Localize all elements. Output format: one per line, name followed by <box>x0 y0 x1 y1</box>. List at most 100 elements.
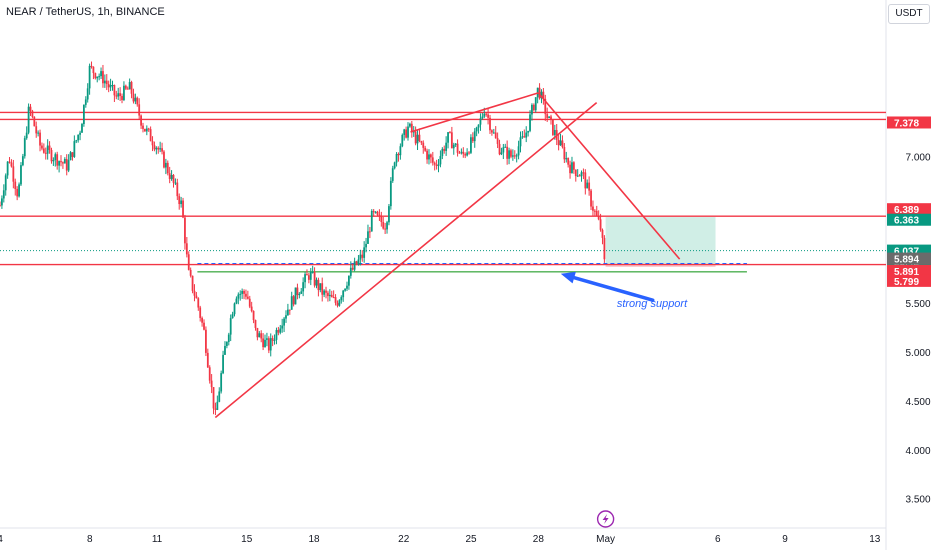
candle-body <box>172 174 175 183</box>
candle-body <box>191 275 194 291</box>
candle-body <box>199 307 202 318</box>
candle-body <box>205 329 207 353</box>
candle-body <box>281 325 284 329</box>
candle-body <box>4 175 7 191</box>
lightning-icon-glyph <box>602 514 609 524</box>
trendline-descending[interactable] <box>537 92 681 260</box>
candle-body <box>168 173 171 179</box>
candle-body <box>174 182 177 184</box>
candle-body <box>311 271 314 273</box>
candle-body <box>433 162 436 165</box>
candle-body <box>399 146 402 156</box>
candle-body <box>245 293 247 297</box>
x-tick-label: 22 <box>398 534 410 545</box>
candle-body <box>46 145 49 154</box>
candle-body <box>401 134 404 147</box>
trendline-ascending[interactable] <box>214 102 598 419</box>
trendline-top[interactable] <box>410 92 539 133</box>
candle-body <box>529 114 531 131</box>
candle-body <box>212 387 215 409</box>
candle-body <box>593 210 596 212</box>
candle-body <box>336 302 339 306</box>
candle-body <box>239 293 242 295</box>
candle-body <box>94 73 97 79</box>
candle-body <box>599 219 602 230</box>
candle-body <box>405 129 408 138</box>
stop-zone[interactable] <box>605 264 716 267</box>
candle-body <box>44 152 47 154</box>
candle-body <box>462 151 465 155</box>
currency-badge[interactable]: USDT <box>888 4 930 24</box>
candle-body <box>197 298 200 308</box>
candle-body <box>563 147 566 160</box>
candle-body <box>96 76 99 79</box>
candle-body <box>0 205 1 207</box>
candle-body <box>151 141 154 146</box>
support-arrow-head[interactable] <box>560 271 576 284</box>
candle-body <box>149 129 152 142</box>
candle-body <box>231 314 234 319</box>
candle-body <box>273 339 276 341</box>
candle-body <box>424 147 427 151</box>
price-label[interactable]: 5.894 <box>887 252 931 266</box>
price-label[interactable]: 6.389 <box>887 203 931 216</box>
candle-body <box>374 211 377 213</box>
target-zone[interactable] <box>605 217 716 264</box>
price-label[interactable]: 5.891 <box>887 264 931 278</box>
candle-body <box>325 290 327 293</box>
candle-body <box>340 297 343 301</box>
candle-body <box>290 296 293 310</box>
candle-body <box>397 153 400 156</box>
candle-body <box>82 104 85 125</box>
candle-body <box>269 338 272 351</box>
x-tick-label: 18 <box>308 534 320 545</box>
candle-body <box>380 215 383 223</box>
candle-body <box>218 391 221 402</box>
candle-body <box>452 144 455 149</box>
candle-body <box>2 190 5 199</box>
candle-body <box>254 320 257 328</box>
candle-body <box>184 217 186 244</box>
price-label-bg <box>887 252 931 265</box>
price-label[interactable]: 6.363 <box>887 213 931 227</box>
candle-body <box>210 380 213 388</box>
y-tick-label: 7.000 <box>905 152 930 163</box>
x-tick-label: 13 <box>869 534 881 545</box>
candle-body <box>81 124 83 133</box>
candle-body <box>317 279 320 291</box>
candle-body <box>286 309 289 316</box>
candle-body <box>65 159 68 171</box>
candle-body <box>187 254 190 270</box>
candle-body <box>20 165 22 185</box>
price-label[interactable]: 7.378 <box>887 116 931 129</box>
candle-body <box>494 132 497 139</box>
candle-body <box>126 88 129 90</box>
candle-body <box>572 162 575 170</box>
candle-body <box>264 339 266 348</box>
candle-body <box>98 76 101 78</box>
price-label[interactable]: 5.799 <box>887 274 931 288</box>
candle-body <box>31 110 34 117</box>
candle-body <box>565 157 568 160</box>
candle-body <box>342 290 345 298</box>
support-arrow-shaft[interactable] <box>572 275 655 302</box>
candle-body <box>313 271 316 286</box>
candle-body <box>349 267 352 276</box>
candle-body <box>546 114 549 118</box>
candle-body <box>542 91 545 99</box>
candle-body <box>296 287 299 296</box>
candle-body <box>208 367 211 381</box>
candle-body <box>557 139 560 146</box>
candle-body <box>388 206 390 223</box>
candle-body <box>319 283 322 291</box>
candle-body <box>12 166 15 182</box>
candle-body <box>521 136 524 138</box>
candle-body <box>27 106 30 133</box>
candle-body <box>527 130 530 133</box>
candle-body <box>458 152 461 154</box>
candle-body <box>468 152 470 154</box>
candle-body <box>449 132 451 134</box>
candle-body <box>544 98 547 115</box>
